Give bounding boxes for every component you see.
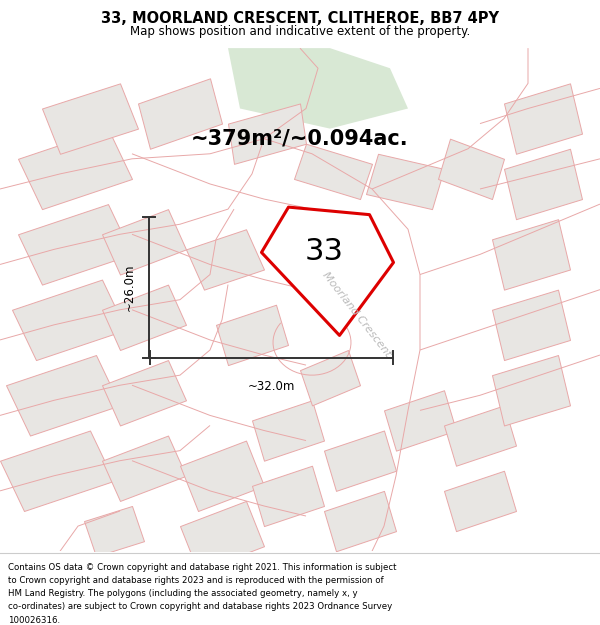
Text: Moorland Crescent: Moorland Crescent (321, 271, 393, 359)
Text: 100026316.: 100026316. (8, 616, 60, 624)
Text: ~26.0m: ~26.0m (122, 263, 136, 311)
Text: Map shows position and indicative extent of the property.: Map shows position and indicative extent… (130, 24, 470, 38)
Text: to Crown copyright and database rights 2023 and is reproduced with the permissio: to Crown copyright and database rights 2… (8, 576, 383, 585)
Text: Contains OS data © Crown copyright and database right 2021. This information is : Contains OS data © Crown copyright and d… (8, 563, 397, 572)
Text: 33: 33 (305, 237, 343, 266)
Text: co-ordinates) are subject to Crown copyright and database rights 2023 Ordnance S: co-ordinates) are subject to Crown copyr… (8, 602, 392, 611)
Text: ~379m²/~0.094ac.: ~379m²/~0.094ac. (191, 129, 409, 149)
Text: HM Land Registry. The polygons (including the associated geometry, namely x, y: HM Land Registry. The polygons (includin… (8, 589, 358, 598)
Text: ~32.0m: ~32.0m (248, 380, 295, 393)
Text: 33, MOORLAND CRESCENT, CLITHEROE, BB7 4PY: 33, MOORLAND CRESCENT, CLITHEROE, BB7 4P… (101, 11, 499, 26)
